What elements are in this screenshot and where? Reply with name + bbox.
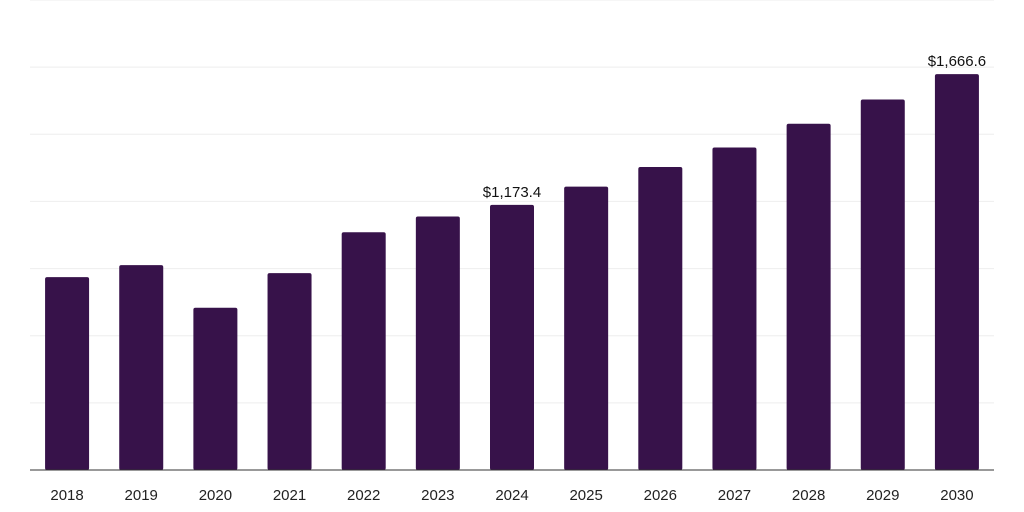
x-tick-label-2029: 2029	[866, 487, 899, 504]
bar-2026	[638, 166, 683, 471]
bar-2023	[415, 216, 460, 470]
data-label-2030: $1,666.6	[928, 53, 986, 70]
x-tick-label-2024: 2024	[495, 487, 528, 504]
x-tick-label-2025: 2025	[569, 487, 602, 504]
bar-2024	[490, 204, 534, 470]
x-tick-label-2021: 2021	[273, 487, 306, 504]
data-label-2024: $1,173.4	[483, 184, 541, 201]
x-tick-label-2018: 2018	[50, 487, 83, 504]
bar-2030	[934, 74, 979, 470]
bar-2025	[564, 186, 609, 470]
x-tick-label-2023: 2023	[421, 487, 454, 504]
data-labels: $1,173.4 $1,666.6	[483, 53, 986, 201]
bar-2020	[193, 307, 238, 470]
bar-2028	[786, 123, 831, 470]
bar-2021	[267, 273, 312, 470]
bar-2018	[45, 277, 90, 470]
x-tick-label-2022: 2022	[347, 487, 380, 504]
x-axis-tick-labels: 2018 2019 2020 2021 2022 2023 2024 2025 2026 2027…	[50, 487, 973, 504]
bar-2029	[860, 99, 905, 470]
x-tick-label-2027: 2027	[718, 487, 751, 504]
x-tick-label-2028: 2028	[792, 487, 825, 504]
x-tick-label-2019: 2019	[125, 487, 158, 504]
bars	[45, 74, 979, 471]
bar-2027	[712, 147, 757, 470]
bar-2022	[341, 232, 386, 470]
x-tick-label-2020: 2020	[199, 487, 232, 504]
x-tick-label-2026: 2026	[644, 487, 677, 504]
x-tick-label-2030: 2030	[940, 487, 973, 504]
bar-2019	[119, 265, 164, 470]
